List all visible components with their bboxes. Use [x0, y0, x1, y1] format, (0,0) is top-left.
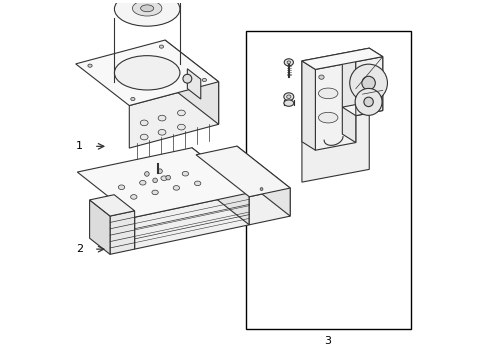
Ellipse shape: [159, 45, 163, 48]
Ellipse shape: [161, 176, 167, 180]
Ellipse shape: [118, 185, 124, 190]
Ellipse shape: [152, 190, 158, 195]
Ellipse shape: [140, 134, 148, 140]
Ellipse shape: [88, 64, 92, 67]
Ellipse shape: [260, 188, 263, 190]
Ellipse shape: [363, 97, 372, 107]
Ellipse shape: [286, 61, 290, 64]
Ellipse shape: [144, 172, 149, 176]
Ellipse shape: [114, 56, 180, 90]
Polygon shape: [301, 48, 382, 69]
Ellipse shape: [114, 0, 180, 26]
Ellipse shape: [140, 120, 148, 126]
Ellipse shape: [361, 76, 375, 90]
Polygon shape: [342, 53, 355, 143]
Ellipse shape: [349, 64, 386, 102]
Polygon shape: [110, 211, 134, 254]
Ellipse shape: [284, 59, 293, 66]
Text: 3: 3: [324, 336, 330, 346]
Ellipse shape: [165, 175, 170, 180]
Polygon shape: [301, 48, 368, 182]
Ellipse shape: [283, 100, 293, 106]
Ellipse shape: [173, 186, 179, 190]
Polygon shape: [355, 57, 382, 116]
Ellipse shape: [182, 171, 188, 176]
Polygon shape: [76, 40, 218, 105]
Ellipse shape: [183, 74, 191, 83]
Polygon shape: [192, 148, 249, 225]
Ellipse shape: [354, 89, 381, 115]
Ellipse shape: [140, 180, 146, 185]
Ellipse shape: [286, 95, 290, 99]
Ellipse shape: [283, 93, 293, 100]
Ellipse shape: [158, 130, 165, 135]
Polygon shape: [368, 48, 382, 111]
Ellipse shape: [318, 88, 337, 99]
Ellipse shape: [202, 78, 206, 82]
Polygon shape: [129, 82, 218, 148]
Ellipse shape: [141, 5, 153, 12]
Bar: [246, 31, 410, 329]
Text: 1: 1: [76, 141, 83, 151]
Ellipse shape: [318, 112, 337, 123]
Polygon shape: [315, 62, 355, 150]
Polygon shape: [301, 61, 315, 150]
Polygon shape: [342, 102, 382, 116]
Polygon shape: [187, 69, 201, 99]
Ellipse shape: [158, 115, 165, 121]
Ellipse shape: [152, 178, 157, 183]
Polygon shape: [196, 146, 289, 197]
Polygon shape: [89, 195, 134, 216]
Ellipse shape: [177, 110, 185, 116]
Polygon shape: [237, 146, 289, 216]
Text: 2: 2: [76, 244, 83, 254]
Polygon shape: [134, 193, 249, 249]
Ellipse shape: [194, 181, 201, 186]
Ellipse shape: [130, 195, 137, 199]
Ellipse shape: [177, 124, 185, 130]
Ellipse shape: [318, 75, 324, 79]
Polygon shape: [249, 188, 289, 225]
Ellipse shape: [157, 169, 162, 174]
Polygon shape: [89, 200, 110, 254]
Ellipse shape: [130, 98, 135, 100]
Polygon shape: [77, 148, 249, 217]
Polygon shape: [164, 40, 218, 124]
Ellipse shape: [132, 1, 162, 16]
